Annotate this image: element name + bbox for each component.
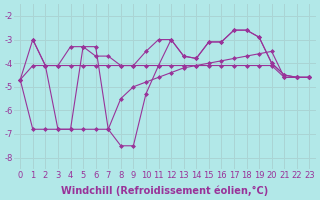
X-axis label: Windchill (Refroidissement éolien,°C): Windchill (Refroidissement éolien,°C) <box>61 185 268 196</box>
